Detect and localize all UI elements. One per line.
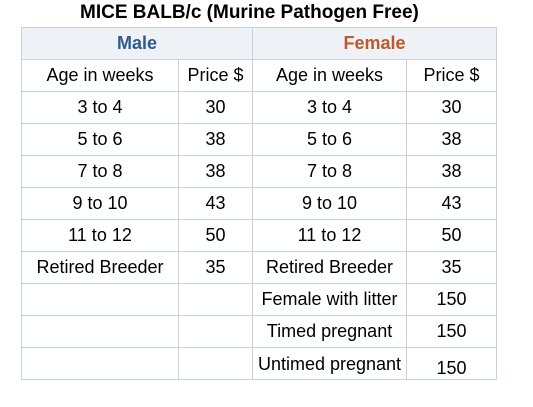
female-age-cell: 9 to 10: [252, 187, 407, 220]
table-row: 5 to 6 38 5 to 6 38: [21, 123, 497, 156]
female-age-cell: Retired Breeder: [252, 251, 407, 284]
table-row: Untimed pregnant 150: [21, 347, 497, 380]
male-price-cell: 50: [178, 219, 253, 252]
female-age-cell: Untimed pregnant: [252, 347, 407, 380]
male-price-cell: [178, 283, 253, 316]
female-age-cell: Female with litter: [252, 283, 407, 316]
male-price-cell: 38: [178, 155, 253, 188]
male-price-cell: [178, 315, 253, 348]
female-price-cell: 35: [406, 251, 497, 284]
male-age-cell: 5 to 6: [21, 123, 179, 156]
female-price-cell: 38: [406, 123, 497, 156]
female-age-cell: 3 to 4: [252, 91, 407, 124]
column-header-row: Age in weeks Price $ Age in weeks Price …: [21, 59, 497, 92]
male-price-cell: 43: [178, 187, 253, 220]
male-age-cell: [21, 283, 179, 316]
table-row: Retired Breeder 35 Retired Breeder 35: [21, 251, 497, 284]
male-age-cell: 3 to 4: [21, 91, 179, 124]
female-age-cell: 11 to 12: [252, 219, 407, 252]
female-age-column-header: Age in weeks: [252, 59, 407, 92]
table-row: 9 to 10 43 9 to 10 43: [21, 187, 497, 220]
female-price-column-header: Price $: [406, 59, 497, 92]
male-price-column-header: Price $: [178, 59, 253, 92]
female-price-cell: 43: [406, 187, 497, 220]
male-age-cell: 9 to 10: [21, 187, 179, 220]
table-row: 3 to 4 30 3 to 4 30: [21, 91, 497, 124]
table-row: 11 to 12 50 11 to 12 50: [21, 219, 497, 252]
female-price-cell: 150: [406, 347, 497, 380]
table-title: MICE BALB/c (Murine Pathogen Free): [80, 2, 419, 23]
female-price-cell: 150: [406, 283, 497, 316]
female-header: Female: [252, 27, 497, 60]
male-age-column-header: Age in weeks: [21, 59, 179, 92]
male-age-cell: [21, 347, 179, 380]
female-age-cell: Timed pregnant: [252, 315, 407, 348]
male-price-cell: 35: [178, 251, 253, 284]
female-age-cell: 5 to 6: [252, 123, 407, 156]
male-price-cell: 38: [178, 123, 253, 156]
male-age-cell: 11 to 12: [21, 219, 179, 252]
female-price-cell: 38: [406, 155, 497, 188]
female-price-cell: 50: [406, 219, 497, 252]
male-age-cell: Retired Breeder: [21, 251, 179, 284]
table-row: 7 to 8 38 7 to 8 38: [21, 155, 497, 188]
male-age-cell: 7 to 8: [21, 155, 179, 188]
price-rows: 3 to 4 30 3 to 4 30 5 to 6 38 5 to 6 38 7 to 8 38…: [21, 91, 497, 380]
male-header: Male: [21, 27, 253, 60]
price-table: Male Female Age in weeks Price $ Age in …: [21, 27, 497, 380]
male-price-cell: [178, 347, 253, 380]
female-price-cell: 150: [406, 315, 497, 348]
sex-header-row: Male Female: [21, 27, 497, 60]
table-row: Female with litter 150: [21, 283, 497, 316]
male-age-cell: [21, 315, 179, 348]
male-price-cell: 30: [178, 91, 253, 124]
female-price-cell: 30: [406, 91, 497, 124]
table-row: Timed pregnant 150: [21, 315, 497, 348]
female-age-cell: 7 to 8: [252, 155, 407, 188]
